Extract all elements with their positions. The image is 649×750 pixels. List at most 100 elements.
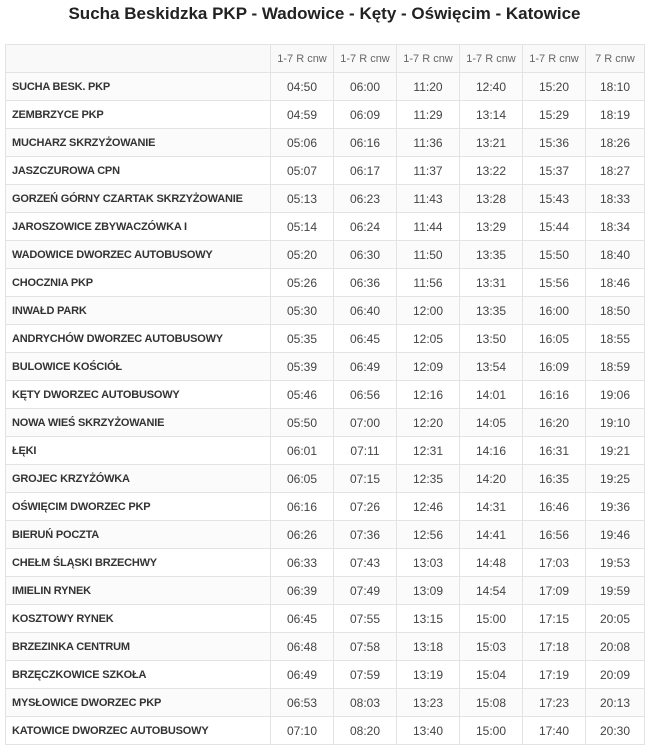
- departure-time: 06:17: [333, 156, 397, 185]
- column-header: 7 R cnw: [585, 44, 645, 73]
- stop-name: CHOCZNIA PKP: [5, 268, 271, 297]
- row: KĘTY DWORZEC AUTOBUSOWY 05:46 06:56 12:16 14…: [5, 380, 645, 409]
- departure-time: 14:16: [459, 436, 523, 465]
- departure-time: 07:36: [333, 520, 397, 549]
- departure-time: 13:29: [459, 212, 523, 241]
- column-header: 1-7 R cnw: [459, 44, 523, 73]
- departure-time: 14:01: [459, 380, 523, 409]
- departure-time: 11:20: [396, 72, 460, 101]
- departure-time: 07:26: [333, 492, 397, 521]
- departure-time: 05:13: [270, 184, 334, 213]
- departure-time: 13:19: [396, 660, 460, 689]
- departure-time: 14:20: [459, 464, 523, 493]
- departure-time: 06:48: [270, 632, 334, 661]
- table-body: SUCHA BESK. PKP 04:50 06:00 11:20 12:40 15:20…: [5, 72, 645, 745]
- departure-time: 11:56: [396, 268, 460, 297]
- departure-time: 06:49: [333, 352, 397, 381]
- stop-name: IMIELIN RYNEK: [5, 576, 271, 605]
- departure-time: 18:55: [585, 324, 645, 353]
- departure-time: 08:20: [333, 716, 397, 745]
- row: KOSZTOWY RYNEK 06:45 07:55 13:15 15:00 17:15 2…: [5, 604, 645, 633]
- row: MYSŁOWICE DWORZEC PKP 06:53 08:03 13:23 15:0…: [5, 688, 645, 717]
- departure-time: 14:41: [459, 520, 523, 549]
- row: KATOWICE DWORZEC AUTOBUSOWY 07:10 08:20 13:…: [5, 716, 645, 745]
- departure-time: 17:23: [522, 688, 586, 717]
- stop-name: KĘTY DWORZEC AUTOBUSOWY: [5, 380, 271, 409]
- stop-name: KATOWICE DWORZEC AUTOBUSOWY: [5, 716, 271, 745]
- departure-time: 06:00: [333, 72, 397, 101]
- departure-time: 16:46: [522, 492, 586, 521]
- departure-time: 18:46: [585, 268, 645, 297]
- departure-time: 11:37: [396, 156, 460, 185]
- stop-name: INWAŁD PARK: [5, 296, 271, 325]
- departure-time: 05:06: [270, 128, 334, 157]
- stop-name: WADOWICE DWORZEC AUTOBUSOWY: [5, 240, 271, 269]
- row: NOWA WIEŚ SKRZYŻOWANIE 05:50 07:00 12:20 14:…: [5, 408, 645, 437]
- departure-time: 07:43: [333, 548, 397, 577]
- departure-time: 06:39: [270, 576, 334, 605]
- departure-time: 15:00: [459, 716, 523, 745]
- title: Sucha Beskidzka PKP - Wadowice - Kęty - …: [68, 4, 581, 23]
- header-row: 1-7 R cnw 1-7 R cnw 1-7 R cnw 1-7 R cnw 1-7 …: [5, 44, 645, 73]
- stop-name: MUCHARZ SKRZYŻOWANIE: [5, 128, 271, 157]
- row: BIERUŃ POCZTA 06:26 07:36 12:56 14:41 16:56 19…: [5, 520, 645, 549]
- departure-time: 19:25: [585, 464, 645, 493]
- departure-time: 11:44: [396, 212, 460, 241]
- departure-time: 15:44: [522, 212, 586, 241]
- departure-time: 16:35: [522, 464, 586, 493]
- departure-time: 06:45: [270, 604, 334, 633]
- departure-time: 14:48: [459, 548, 523, 577]
- departure-time: 12:16: [396, 380, 460, 409]
- departure-time: 11:36: [396, 128, 460, 157]
- departure-time: 16:09: [522, 352, 586, 381]
- row: ZEMBRZYCE PKP 04:59 06:09 11:29 13:14 15:29 18…: [5, 100, 645, 129]
- departure-time: 06:56: [333, 380, 397, 409]
- departure-time: 07:59: [333, 660, 397, 689]
- stop-name: BRZEZINKA CENTRUM: [5, 632, 271, 661]
- stop-name: ANDRYCHÓW DWORZEC AUTOBUSOWY: [5, 324, 271, 353]
- departure-time: 15:56: [522, 268, 586, 297]
- departure-time: 19:59: [585, 576, 645, 605]
- departure-time: 15:03: [459, 632, 523, 661]
- stop-name: JASZCZUROWA CPN: [5, 156, 271, 185]
- departure-time: 16:00: [522, 296, 586, 325]
- departure-time: 17:40: [522, 716, 586, 745]
- stop-name: BRZĘCZKOWICE SZKOŁA: [5, 660, 271, 689]
- departure-time: 19:53: [585, 548, 645, 577]
- departure-time: 17:19: [522, 660, 586, 689]
- departure-time: 13:54: [459, 352, 523, 381]
- departure-time: 16:31: [522, 436, 586, 465]
- departure-time: 06:33: [270, 548, 334, 577]
- column-header: [5, 44, 271, 73]
- stop-name: BIERUŃ POCZTA: [5, 520, 271, 549]
- departure-time: 11:50: [396, 240, 460, 269]
- departure-time: 20:09: [585, 660, 645, 689]
- stop-name: MYSŁOWICE DWORZEC PKP: [5, 688, 271, 717]
- departure-time: 07:10: [270, 716, 334, 745]
- departure-time: 07:15: [333, 464, 397, 493]
- stop-name: JAROSZOWICE ZBYWACZÓWKA I: [5, 212, 271, 241]
- departure-time: 14:05: [459, 408, 523, 437]
- departure-time: 16:20: [522, 408, 586, 437]
- row: JASZCZUROWA CPN 05:07 06:17 11:37 13:22 15:37…: [5, 156, 645, 185]
- row: BRZĘCZKOWICE SZKOŁA 06:49 07:59 13:19 15:04 1…: [5, 660, 645, 689]
- departure-time: 19:36: [585, 492, 645, 521]
- departure-time: 13:23: [396, 688, 460, 717]
- column-header: 1-7 R cnw: [522, 44, 586, 73]
- departure-time: 18:33: [585, 184, 645, 213]
- departure-time: 13:40: [396, 716, 460, 745]
- departure-time: 06:49: [270, 660, 334, 689]
- departure-time: 06:16: [333, 128, 397, 157]
- stop-name: CHEŁM ŚLĄSKI BRZECHWY: [5, 548, 271, 577]
- departure-time: 18:26: [585, 128, 645, 157]
- column-header: 1-7 R cnw: [333, 44, 397, 73]
- stop-name: BULOWICE KOŚCIÓŁ: [5, 352, 271, 381]
- departure-time: 20:05: [585, 604, 645, 633]
- departure-time: 16:05: [522, 324, 586, 353]
- departure-time: 15:29: [522, 100, 586, 129]
- departure-time: 17:03: [522, 548, 586, 577]
- departure-time: 12:40: [459, 72, 523, 101]
- departure-time: 20:30: [585, 716, 645, 745]
- departure-time: 17:18: [522, 632, 586, 661]
